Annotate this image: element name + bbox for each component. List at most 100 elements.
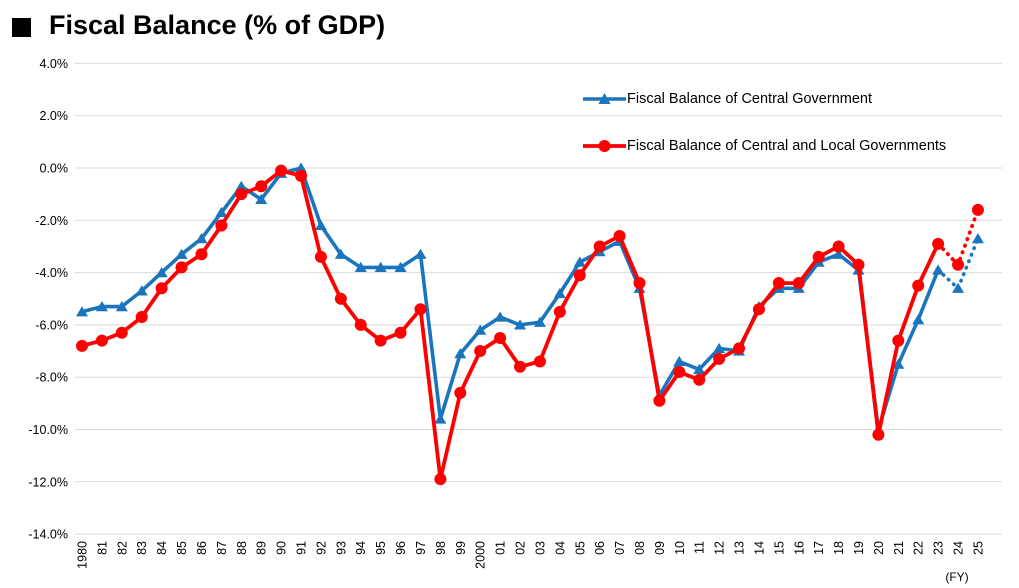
x-axis-tick-label: 16 — [792, 541, 806, 555]
triangle-marker — [215, 206, 228, 218]
page-title: Fiscal Balance (% of GDP) — [49, 10, 386, 40]
series-line-0 — [81, 166, 940, 432]
x-axis-tick-label: 14 — [752, 541, 766, 555]
x-axis-tick-label: 23 — [932, 541, 946, 555]
circle-marker — [653, 394, 666, 407]
circle-marker — [454, 386, 467, 399]
y-axis-tick-label: -10.0% — [28, 423, 68, 437]
y-axis-tick-label: -2.0% — [35, 214, 68, 228]
x-axis-tick-label: 83 — [135, 541, 149, 555]
circle-marker — [733, 342, 746, 355]
circle-marker — [414, 303, 427, 316]
circle-marker — [295, 169, 308, 182]
circle-marker — [255, 180, 268, 193]
x-axis-tick-label: 01 — [494, 541, 508, 555]
legend-item-central-government: Fiscal Balance of Central Government — [583, 88, 946, 110]
triangle-marker — [533, 316, 546, 327]
triangle-marker — [713, 342, 726, 354]
circle-marker — [76, 339, 88, 352]
circle-marker — [713, 352, 726, 365]
circle-marker — [613, 229, 626, 242]
x-axis-tick-label: 08 — [633, 541, 647, 555]
triangle-marker — [195, 233, 208, 244]
x-axis-tick-label: 82 — [115, 541, 129, 555]
circle-marker — [115, 326, 128, 339]
circle-marker — [752, 303, 765, 316]
circle-marker — [334, 292, 347, 305]
triangle-marker — [912, 314, 925, 325]
triangle-marker — [971, 233, 984, 244]
x-axis-tick-label: 97 — [414, 541, 428, 555]
x-axis-tick-label: 13 — [733, 541, 747, 555]
x-axis-tick-label: 1980 — [76, 541, 90, 569]
legend-item-central-and-local-governments: Fiscal Balance of Central and Local Gove… — [583, 135, 946, 157]
y-axis-tick-label: -14.0% — [28, 528, 68, 542]
x-axis-tick-label: 25 — [971, 541, 985, 555]
triangle-marker — [693, 363, 706, 374]
x-axis-tick-label: 88 — [235, 541, 249, 555]
legend-label: Fiscal Balance of Central Government — [627, 91, 872, 107]
x-axis-tick-label: 19 — [852, 541, 866, 555]
x-axis-tick-label: 89 — [255, 541, 269, 555]
x-axis-tick-label: 06 — [593, 541, 607, 555]
triangle-marker — [573, 256, 586, 267]
y-axis-tick-label: 2.0% — [40, 109, 69, 123]
x-axis-tick-label: 20 — [872, 541, 886, 555]
triangle-marker — [434, 413, 447, 424]
x-axis-tick-label: 02 — [514, 541, 528, 555]
triangle-marker — [553, 287, 566, 299]
triangle-marker — [952, 282, 965, 293]
y-axis-tick-label: -8.0% — [35, 371, 68, 385]
chart-legend: Fiscal Balance of Central Government Fis… — [583, 88, 946, 182]
x-axis-tick-label: 91 — [295, 541, 309, 555]
circle-marker — [215, 219, 228, 232]
circle-marker — [275, 164, 288, 177]
y-axis-tick-label: -4.0% — [35, 266, 68, 280]
circle-marker — [892, 334, 905, 347]
triangle-marker — [95, 300, 108, 312]
circle-marker — [135, 311, 148, 324]
circle-marker — [175, 261, 188, 274]
x-axis-tick-label: 07 — [613, 541, 627, 555]
y-axis-tick-label: -6.0% — [35, 318, 68, 332]
x-axis-tick-label: 87 — [215, 541, 229, 555]
x-axis-tick-label: 84 — [155, 541, 169, 555]
fy-axis-unit-label: (FY) — [945, 570, 968, 584]
triangle-marker — [494, 311, 507, 322]
x-axis-tick-label: 95 — [374, 541, 388, 555]
chart-header: Fiscal Balance (% of GDP) — [12, 10, 385, 41]
circle-marker — [792, 277, 805, 290]
circle-marker — [832, 240, 845, 253]
x-axis-tick-label: 22 — [912, 541, 926, 555]
circle-marker — [553, 305, 566, 318]
triangle-marker — [135, 285, 148, 296]
circle-marker — [195, 248, 208, 261]
x-axis-tick-label: 93 — [334, 541, 348, 555]
circle-marker — [912, 279, 925, 292]
x-axis-tick-label: 18 — [832, 541, 846, 555]
circle-marker — [374, 334, 387, 347]
triangle-marker — [115, 300, 128, 312]
x-axis-tick-label: 12 — [713, 541, 727, 555]
triangle-marker — [474, 324, 487, 335]
triangle-marker — [354, 261, 367, 272]
x-axis-tick-label: 2000 — [474, 541, 488, 569]
x-axis-tick-label: 10 — [673, 541, 687, 555]
y-axis-tick-label: -12.0% — [28, 475, 68, 489]
x-axis-tick-label: 03 — [533, 541, 547, 555]
circle-marker — [394, 326, 407, 339]
triangle-marker — [295, 162, 308, 173]
circle-marker — [434, 473, 447, 486]
circle-marker — [533, 355, 546, 368]
x-axis-tick-label: 90 — [275, 541, 289, 555]
circle-marker — [932, 237, 945, 250]
x-axis-tick-label: 92 — [314, 541, 328, 555]
circle-marker — [852, 258, 865, 271]
circle-marker — [95, 334, 108, 347]
x-axis-tick-label: 99 — [454, 541, 468, 555]
y-axis-tick-label: 0.0% — [40, 162, 69, 176]
triangle-marker — [314, 219, 327, 231]
y-axis-tick-label: 4.0% — [40, 57, 69, 71]
circle-marker — [952, 258, 965, 271]
